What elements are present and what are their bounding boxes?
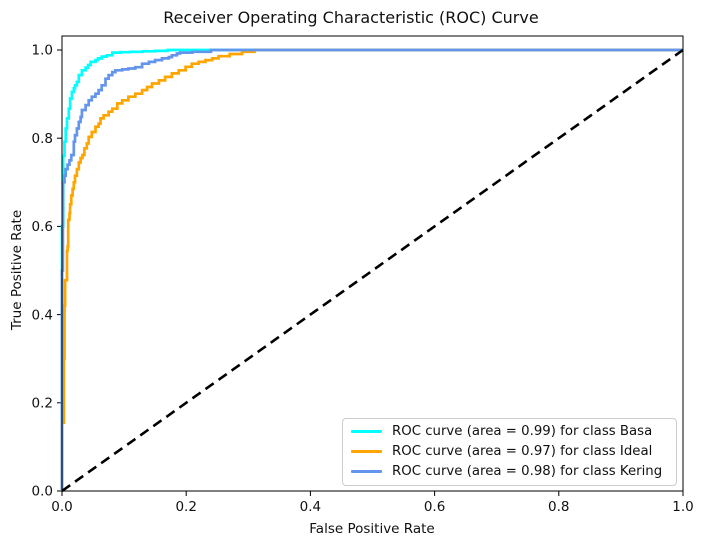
svg-text:0.2: 0.2 <box>32 396 53 412</box>
svg-text:0.8: 0.8 <box>32 131 53 147</box>
legend-line-swatch-basa <box>351 430 382 434</box>
legend-item-kering: ROC curve (area = 0.98) for class Kering <box>351 464 668 480</box>
legend-line-swatch-kering <box>351 470 382 474</box>
svg-text:0.6: 0.6 <box>32 219 53 235</box>
chart-title: Receiver Operating Characteristic (ROC) … <box>163 8 539 27</box>
svg-text:0.4: 0.4 <box>300 499 321 515</box>
svg-text:0.2: 0.2 <box>175 499 196 515</box>
x-axis-label: False Positive Rate <box>309 521 435 537</box>
svg-text:0.8: 0.8 <box>548 499 569 515</box>
svg-text:0.6: 0.6 <box>424 499 445 515</box>
y-axis-label: True Positive Rate <box>9 209 25 331</box>
svg-text:0.0: 0.0 <box>32 484 53 500</box>
svg-text:0.0: 0.0 <box>51 499 72 515</box>
legend-line-swatch-ideal <box>351 450 382 454</box>
legend: ROC curve (area = 0.99) for class Basa R… <box>342 418 677 486</box>
legend-label-kering: ROC curve (area = 0.98) for class Kering <box>392 464 663 480</box>
legend-label-ideal: ROC curve (area = 0.97) for class Ideal <box>392 444 653 460</box>
legend-item-basa: ROC curve (area = 0.99) for class Basa <box>351 424 668 440</box>
legend-label-basa: ROC curve (area = 0.99) for class Basa <box>392 424 653 440</box>
legend-item-ideal: ROC curve (area = 0.97) for class Ideal <box>351 444 668 460</box>
svg-text:1.0: 1.0 <box>32 43 53 59</box>
svg-text:0.4: 0.4 <box>32 307 53 323</box>
svg-text:1.0: 1.0 <box>672 499 693 515</box>
